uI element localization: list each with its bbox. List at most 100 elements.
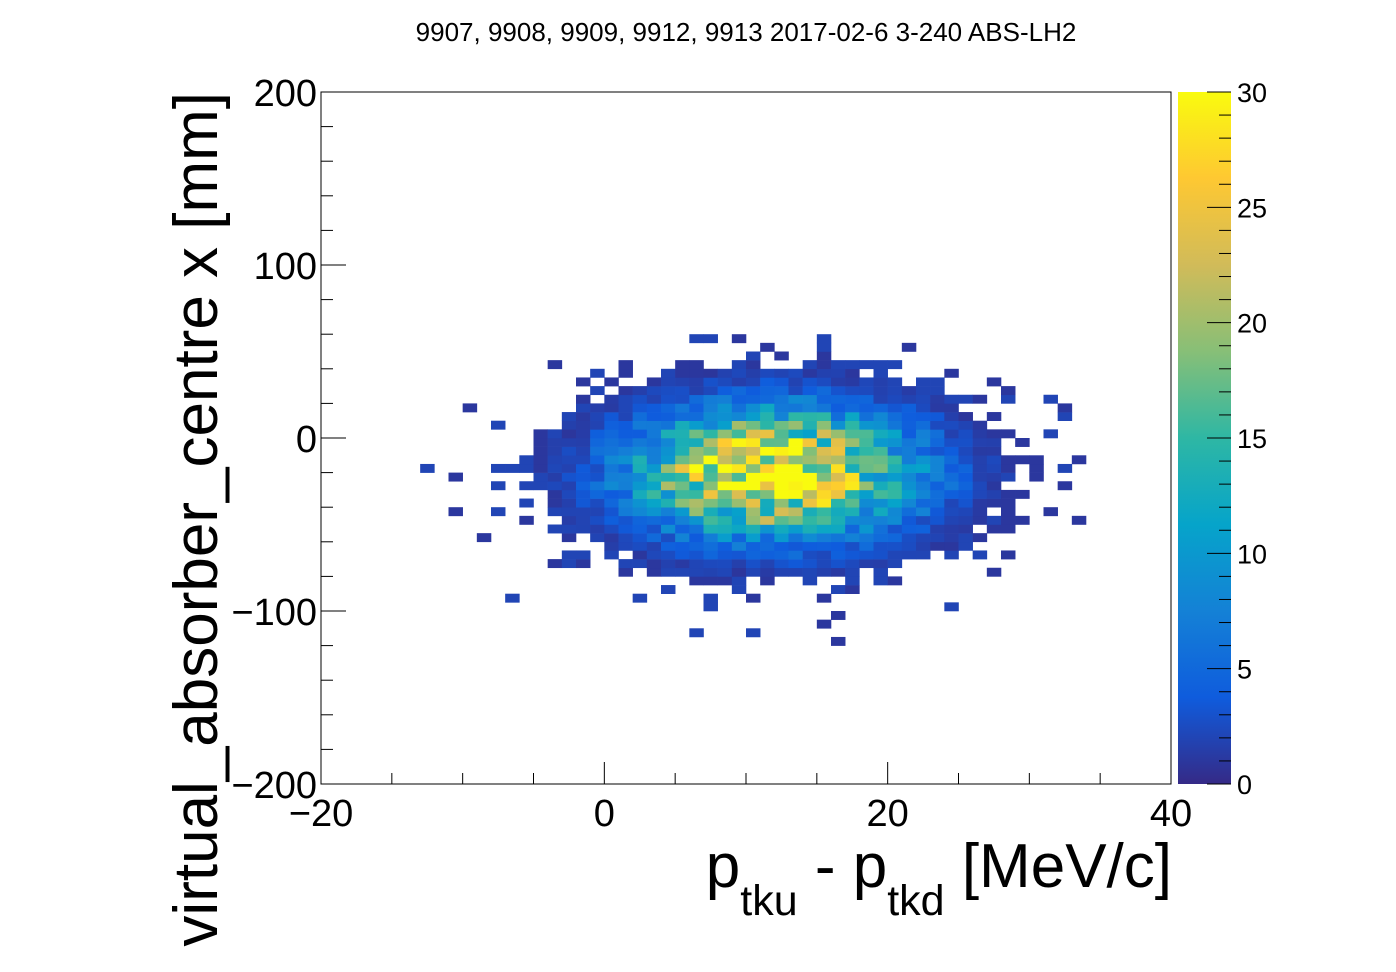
heatmap-cell [788, 386, 803, 396]
heatmap-cell [887, 394, 903, 404]
heatmap-cell [831, 446, 846, 456]
heatmap-cell [873, 386, 888, 396]
heatmap-cell [816, 515, 832, 525]
heatmap-cell [958, 429, 973, 439]
heatmap-cell [632, 550, 648, 560]
heatmap-cell [901, 403, 917, 413]
heatmap-cell [547, 446, 563, 456]
heatmap-cell [618, 507, 633, 517]
heatmap-cell [816, 360, 832, 370]
heatmap-cell [774, 386, 789, 396]
heatmap-cell [916, 377, 931, 387]
heatmap-cell [944, 507, 959, 517]
heatmap-cell [859, 498, 874, 508]
heatmap-cell [845, 472, 860, 482]
heatmap-cell [816, 403, 832, 413]
heatmap-cell [760, 472, 775, 482]
heatmap-cell [1001, 515, 1016, 525]
heatmap-cell [873, 524, 888, 534]
heatmap-cell [604, 515, 619, 525]
heatmap-cell [576, 550, 591, 560]
heatmap-cell [916, 412, 931, 421]
heatmap-cell [774, 368, 789, 378]
heatmap-cell [873, 368, 888, 378]
heatmap-cell [901, 472, 917, 482]
heatmap-cell [859, 360, 874, 370]
colorbar-tick-label: 5 [1237, 655, 1252, 685]
heatmap-cell [703, 507, 718, 517]
heatmap-cell [774, 559, 789, 569]
heatmap-cell [547, 438, 563, 447]
heatmap-cell [618, 386, 633, 396]
heatmap-cell [802, 429, 818, 439]
heatmap-cell [731, 463, 747, 473]
heatmap-cell [618, 438, 633, 447]
heatmap-cell [1043, 507, 1058, 517]
heatmap-cell [901, 386, 917, 396]
heatmap-cell [646, 498, 662, 508]
heatmap-cell [916, 541, 931, 551]
heatmap-cell [802, 386, 818, 396]
heatmap-cell [774, 446, 789, 456]
heatmap-cell [774, 403, 789, 413]
heatmap-cell [859, 412, 874, 421]
heatmap-cell [930, 515, 945, 525]
heatmap-cell [958, 463, 973, 473]
heatmap-cell [816, 593, 832, 603]
heatmap-cell [576, 438, 591, 447]
heatmap-cell [831, 403, 846, 413]
heatmap-cell [519, 455, 534, 465]
heatmap-cell [831, 472, 846, 482]
heatmap-cell [887, 524, 903, 534]
heatmap-cell [831, 533, 846, 543]
heatmap-cell [703, 403, 718, 413]
heatmap-cell [816, 498, 832, 508]
heatmap-cell [802, 533, 818, 543]
heatmap-cell [930, 386, 945, 396]
heatmap-cell [675, 481, 690, 491]
heatmap-cell [859, 455, 874, 465]
heatmap-cell [561, 438, 577, 447]
heatmap-cell [561, 524, 577, 534]
heatmap-cell [916, 481, 931, 491]
heatmap-cell [788, 412, 803, 421]
heatmap-cell [972, 507, 988, 517]
heatmap-cell [618, 533, 633, 543]
heatmap-cell [746, 351, 761, 361]
heatmap-cell [703, 386, 718, 396]
heatmap-cell [802, 541, 818, 551]
heatmap-cell [774, 420, 789, 430]
heatmap-cell [958, 412, 973, 421]
heatmap-cell [859, 403, 874, 413]
heatmap-cell [746, 481, 761, 491]
heatmap-cell [788, 524, 803, 534]
heatmap-cell [576, 377, 591, 387]
heatmap-cell [930, 541, 945, 551]
heatmap-cell [760, 368, 775, 378]
heatmap-cell [944, 429, 959, 439]
heatmap-cell [646, 481, 662, 491]
heatmap-cell [547, 472, 563, 482]
heatmap-cell [689, 386, 704, 396]
heatmap-cell [887, 386, 903, 396]
heatmap-cell [731, 550, 747, 560]
heatmap-cell [916, 515, 931, 525]
heatmap-cell [746, 412, 761, 421]
heatmap-cell [760, 342, 775, 352]
heatmap-cell [788, 481, 803, 491]
heatmap-cell [590, 438, 605, 447]
heatmap-cell [675, 463, 690, 473]
heatmap-cell [845, 576, 860, 586]
heatmap-cell [802, 481, 818, 491]
heatmap-cell [1015, 515, 1030, 525]
heatmap-cell [604, 429, 619, 439]
heatmap-cell [816, 351, 832, 361]
heatmap-cell [661, 472, 676, 482]
heatmap-cell [590, 498, 605, 508]
heatmap-cell [1071, 515, 1087, 525]
heatmap-cell [986, 455, 1002, 465]
heatmap-cell [930, 403, 945, 413]
heatmap-cell [760, 533, 775, 543]
heatmap-cell [944, 481, 959, 491]
heatmap-cell [1001, 489, 1016, 499]
